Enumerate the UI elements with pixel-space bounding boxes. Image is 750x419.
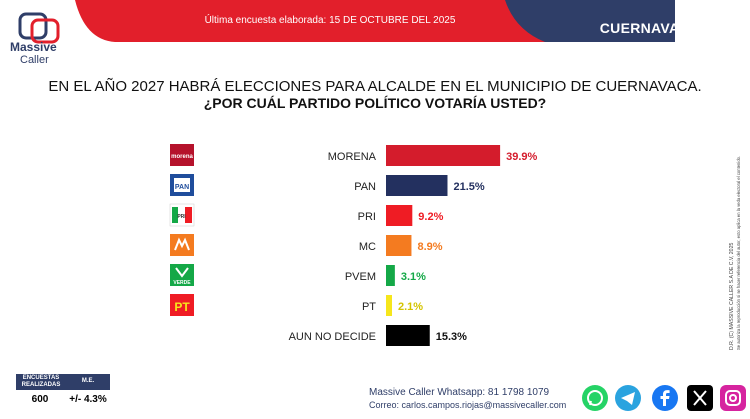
telegram-icon[interactable] <box>615 385 641 411</box>
survey-date: Última encuesta elaborada: 15 DE OCTUBRE… <box>204 15 456 26</box>
sample-label: ENCUESTAS REALIZADAS <box>21 375 61 388</box>
bars-group: MORENA 39.9% PAN 21.5% PRI 9.2% MC 8.9% PVEM 3.1%… <box>289 145 538 346</box>
instagram-icon[interactable] <box>720 385 746 411</box>
category-label: AUN NO DECIDE <box>289 331 376 343</box>
pt-logo-text: PT <box>174 300 190 314</box>
bar-pan <box>386 175 448 196</box>
value-label: 9.2% <box>418 211 443 223</box>
bar-mc <box>386 235 412 256</box>
value-label: 8.9% <box>417 241 442 253</box>
whatsapp-contact: Massive Caller Whatsapp: 81 1798 1079 <box>369 387 550 398</box>
legal-note-line-1: D.R. (C) MASSIVE CALLER S.A DE C.V, 2025 <box>729 243 735 350</box>
header-band <box>75 0 675 42</box>
brand-name-2: Caller <box>20 54 49 66</box>
pan-logo-text: PAN <box>175 184 189 191</box>
sample-value: 600 <box>31 394 49 405</box>
question-line-1: EN EL AÑO 2027 HABRÁ ELECCIONES PARA ALC… <box>48 78 702 95</box>
whatsapp-icon[interactable] <box>582 385 608 411</box>
party-logos: morena PAN PRI VERDE PT <box>169 144 195 316</box>
pvem-logo-text: VERDE <box>173 280 191 286</box>
facebook-icon[interactable] <box>652 385 678 411</box>
value-label: 3.1% <box>401 271 426 283</box>
value-label: 21.5% <box>453 181 484 193</box>
bar-morena <box>386 145 501 166</box>
morena-logo-text: morena <box>171 154 193 160</box>
value-label: 15.3% <box>436 331 467 343</box>
legal-note: D.R. (C) MASSIVE CALLER S.A DE C.V, 2025… <box>729 156 741 350</box>
pan-logo: PAN <box>170 174 194 196</box>
value-label: 39.9% <box>506 151 537 163</box>
category-label: PAN <box>354 181 376 193</box>
legal-note-line-2: Se autoriza la reproducción si se hacer … <box>736 156 741 350</box>
pri-logo: PRI <box>169 203 195 227</box>
bar-pt <box>386 295 393 316</box>
survey-stats: ENCUESTAS REALIZADAS M.E. 600 +/- 4.3% <box>16 374 110 412</box>
bar-pvem <box>386 265 395 286</box>
mc-logo <box>170 234 194 256</box>
value-label: 2.1% <box>398 301 423 313</box>
category-label: PT <box>362 301 376 313</box>
email-contact: Correo: carlos.campos.riojas@massivecall… <box>369 400 567 410</box>
category-label: MORENA <box>328 151 377 163</box>
category-label: PRI <box>358 211 376 223</box>
bar-aun-no-decide <box>386 325 430 346</box>
category-label: MC <box>359 241 376 253</box>
massive-caller-logo <box>18 12 60 44</box>
pvem-logo: VERDE <box>170 264 194 286</box>
margin-value: +/- 4.3% <box>69 394 107 405</box>
stats-header <box>16 374 110 390</box>
margin-label: M.E. <box>81 378 95 384</box>
question-line-2: ¿POR CUÁL PARTIDO POLÍTICO VOTARÍA USTED… <box>203 95 547 111</box>
city-title: CUERNAVACA <box>599 20 701 36</box>
bar-pri <box>386 205 413 226</box>
header-band-shape <box>75 0 675 42</box>
pri-logo-text: PRI <box>177 214 186 220</box>
category-label: PVEM <box>345 271 376 283</box>
morena-logo: morena <box>170 144 194 166</box>
pt-logo: PT <box>170 294 194 316</box>
x-icon[interactable] <box>687 385 713 411</box>
brand-name: Massive <box>10 40 57 54</box>
